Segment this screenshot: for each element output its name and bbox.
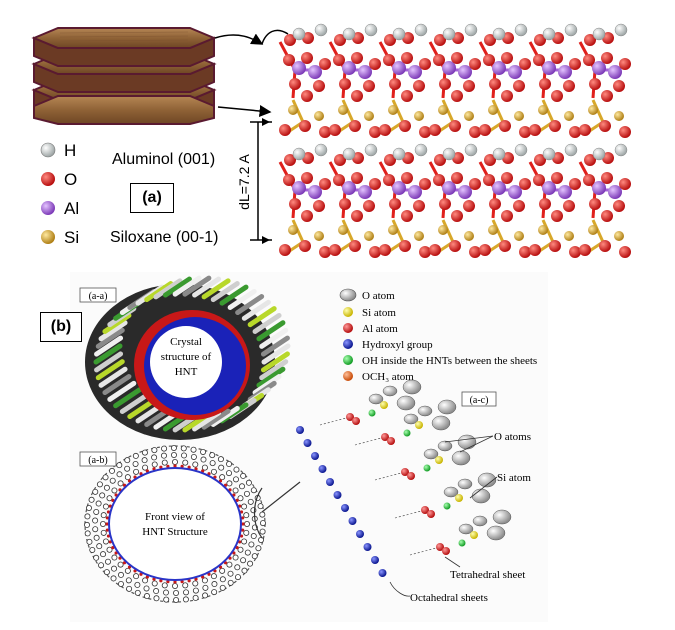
legend-b-1: Si atom xyxy=(362,307,396,319)
octahedral-annotation: Octahedral sheets xyxy=(410,592,488,604)
crystal-text-3: HNT xyxy=(175,366,198,378)
o-atom-icon xyxy=(339,288,357,302)
crystal-text-1: Crystal xyxy=(170,336,202,348)
front-text-2: HNT Structure xyxy=(142,526,208,538)
crystal-text-2: structure of xyxy=(161,351,212,363)
legend-b-0: O atom xyxy=(362,290,395,302)
layer-spacing-marker: dL=7.2 A xyxy=(236,118,272,244)
och3-atom-icon xyxy=(343,371,353,381)
inner-oh-icon xyxy=(343,355,353,365)
h-atom-icon xyxy=(40,142,56,158)
si-atom-icon xyxy=(41,230,55,244)
legend-b-4: OH inside the HNTs between the sheets xyxy=(362,355,537,367)
kaolinite-layer-bottom xyxy=(278,143,631,258)
arrow-curl xyxy=(261,29,289,45)
sublabel-ac: (a-c) xyxy=(470,395,489,406)
panel-a-label: (a) xyxy=(130,183,174,213)
al-atom-icon xyxy=(41,201,55,215)
front-text-1: Front view of xyxy=(145,511,205,523)
legend-si: Si xyxy=(64,228,79,247)
arrow-bottom-layer xyxy=(217,105,272,117)
legend-b-2: Al atom xyxy=(362,323,398,335)
aluminol-label: Aluminol (001) xyxy=(112,151,215,168)
kaolinite-layer-top xyxy=(278,23,631,138)
al-atom-icon xyxy=(343,323,353,333)
panel-b-figure: Crystal structure of HNT (a-a) Front vie… xyxy=(79,275,537,604)
si-atom-annotation: Si atom xyxy=(497,472,531,484)
panel-b-label: (b) xyxy=(40,312,82,342)
hnt-front-view: Front view of HNT Structure xyxy=(84,445,266,603)
layered-plates-illustration xyxy=(31,27,217,125)
si-atom-icon xyxy=(343,307,353,317)
legend-h: H xyxy=(64,141,76,160)
sublabel-ab: (a-b) xyxy=(88,455,107,466)
atom-legend: H O Al Si xyxy=(40,141,79,247)
legend-b-3: Hydroxyl group xyxy=(362,339,433,351)
arrow-top-layer xyxy=(214,33,264,45)
legend-al: Al xyxy=(64,199,79,218)
legend-o: O xyxy=(64,170,77,189)
spacing-label: dL=7.2 A xyxy=(236,154,252,210)
tetrahedral-annotation: Tetrahedral sheet xyxy=(450,569,525,581)
hydroxyl-icon xyxy=(343,339,353,349)
hnt-sheet-detail xyxy=(296,379,512,597)
o-atoms-annotation: O atoms xyxy=(494,431,531,443)
panel-a-figure: dL=7.2 A H O Al Si Aluminol (001) Siloxa… xyxy=(31,23,631,258)
legend-b-5: OCH₃ atom xyxy=(362,371,414,383)
atom-legend-b: O atom Si atom Al atom Hydroxyl group OH… xyxy=(339,288,537,383)
hnt-crystal-structure: Crystal structure of HNT xyxy=(85,275,291,440)
siloxane-label: Siloxane (00-1) xyxy=(110,229,219,246)
o-atom-icon xyxy=(41,172,55,186)
sublabel-aa: (a-a) xyxy=(89,291,108,302)
